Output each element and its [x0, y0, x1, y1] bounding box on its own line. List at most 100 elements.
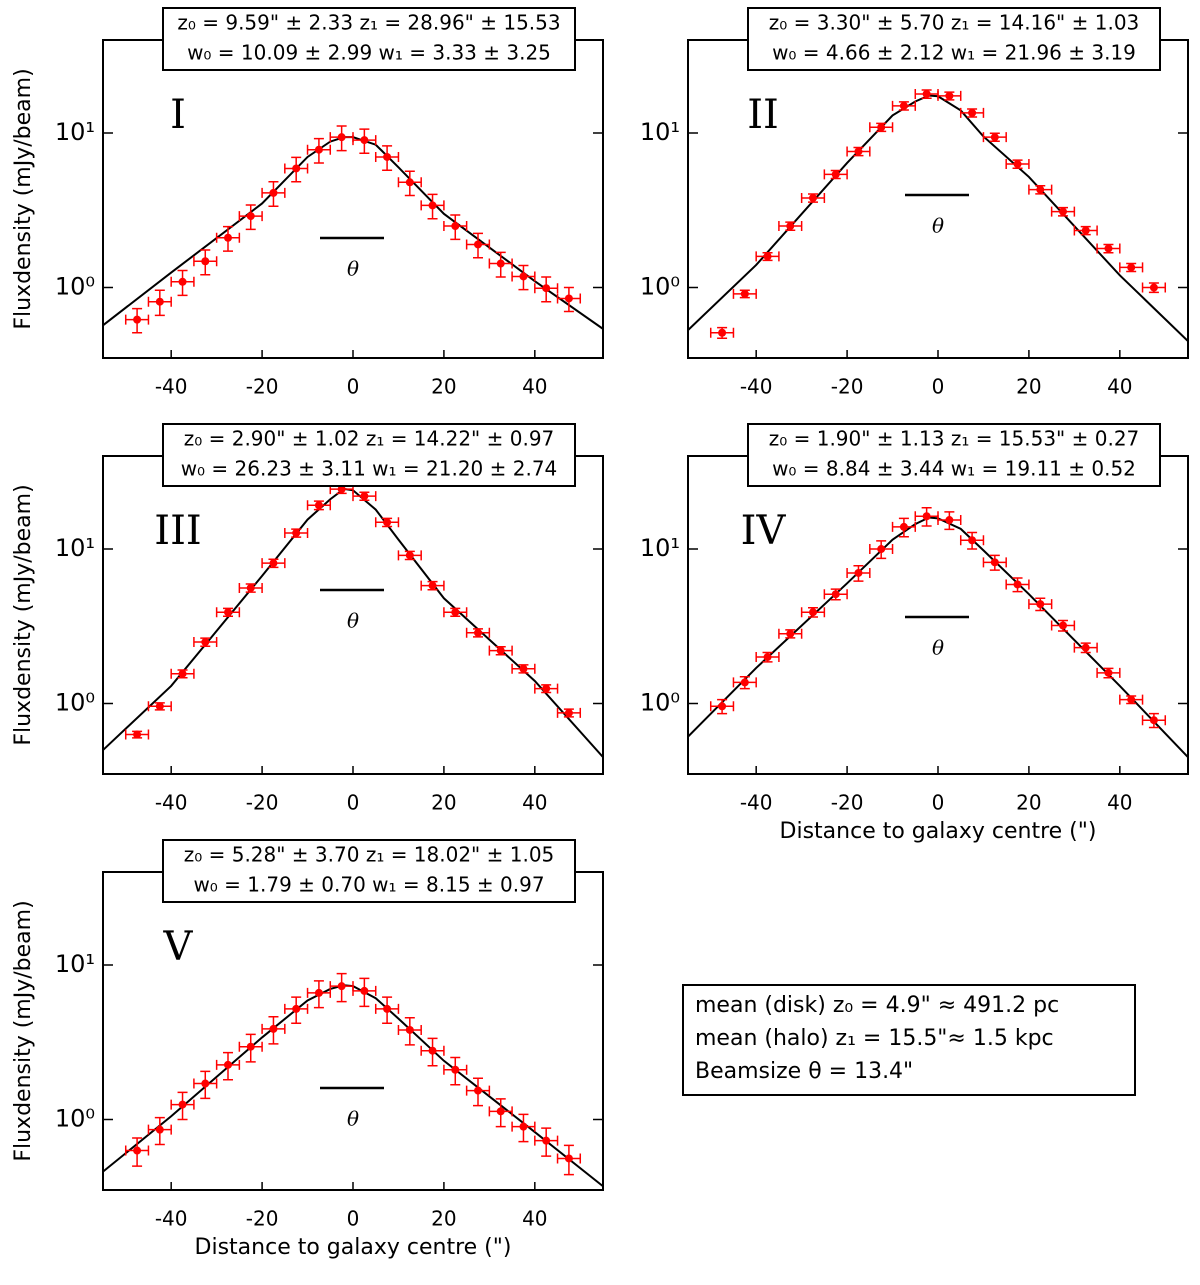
data-point [899, 522, 908, 531]
data-point [1081, 226, 1090, 235]
data-point [786, 629, 795, 638]
data-point [360, 986, 369, 995]
panel: -40 -20 0 20 40 10⁰ 10¹ θ IV z₀ = 1.90" ± 1.13 z₁… [640, 423, 1189, 844]
data-point [405, 551, 414, 560]
data-point [383, 152, 392, 161]
data-point [360, 492, 369, 501]
y-tick-label: 10¹ [55, 118, 95, 146]
data-point [1059, 621, 1067, 630]
y-tick-label: 10¹ [640, 118, 680, 146]
x-tick-label: 40 [522, 1207, 547, 1231]
summary-box [682, 984, 1136, 1096]
x-tick-label: -20 [246, 1207, 279, 1231]
panel-label: IV [741, 508, 787, 554]
data-point [133, 730, 142, 739]
data-point [1127, 695, 1136, 704]
data-point [224, 1060, 232, 1069]
beam-label: θ [932, 214, 944, 238]
data-point [133, 1146, 142, 1155]
data-point [383, 518, 392, 527]
data-point [786, 222, 795, 231]
x-tick-label: -40 [155, 375, 188, 399]
fit-line [103, 136, 603, 330]
data-point [133, 315, 142, 324]
data-point [337, 485, 346, 494]
data-point [314, 501, 323, 510]
data-point [1104, 244, 1113, 253]
panel-label: II [747, 92, 779, 138]
annotation-box [747, 7, 1161, 71]
data-point [428, 581, 437, 590]
x-tick-label: 20 [431, 791, 456, 815]
beam-label: θ [347, 257, 359, 281]
data-point [201, 257, 210, 266]
y-tick-label: 10¹ [55, 950, 95, 978]
y-axis-label: Fluxdensity (mJy/beam) [11, 900, 36, 1161]
x-tick-label: 0 [932, 791, 945, 815]
panel-label: V [163, 924, 194, 970]
data-point [155, 297, 164, 306]
data-point [451, 222, 460, 231]
annotation-line: z₀ = 2.90" ± 1.02 z₁ = 14.22" ± 0.97 [184, 427, 555, 451]
x-tick-label: -40 [155, 1207, 188, 1231]
x-tick-label: -20 [246, 375, 279, 399]
data-point [428, 1046, 437, 1055]
beam-label: θ [347, 1107, 359, 1131]
data-point [201, 638, 210, 647]
data-point [519, 1122, 528, 1131]
x-tick-label: 0 [932, 375, 945, 399]
axes-frame [687, 39, 1189, 359]
data-point [542, 684, 551, 693]
beam-label: θ [932, 636, 944, 660]
y-axis-label: Fluxdensity (mJy/beam) [11, 68, 36, 329]
y-tick-label: 10¹ [640, 534, 680, 562]
data-point [1149, 283, 1158, 292]
annotation-line: w₀ = 1.79 ± 0.70 w₁ = 8.15 ± 0.97 [193, 873, 544, 897]
x-tick-label: 20 [1016, 791, 1041, 815]
x-tick-label: 40 [1107, 791, 1132, 815]
axes-frame [102, 39, 604, 359]
summary-line: Beamsize θ = 13.4" [695, 1059, 913, 1084]
data-point [763, 252, 772, 261]
data-point [496, 259, 505, 268]
data-point [922, 512, 931, 521]
x-tick-label: -40 [155, 791, 188, 815]
data-point [155, 1125, 164, 1134]
x-tick-label: 0 [347, 791, 360, 815]
data-point [224, 608, 232, 617]
data-point [1149, 716, 1158, 725]
x-axis-label: Distance to galaxy centre (") [780, 819, 1097, 844]
y-tick-label: 10⁰ [640, 689, 680, 717]
data-point [246, 1042, 255, 1051]
data-point [155, 702, 164, 711]
x-axis-label: Distance to galaxy centre (") [195, 1235, 512, 1260]
data-point [854, 568, 863, 577]
data-point [718, 702, 727, 711]
data-point [269, 1024, 278, 1033]
beam-label: θ [347, 609, 359, 633]
data-point [360, 136, 369, 145]
x-tick-label: -20 [246, 791, 279, 815]
data-point [877, 545, 886, 554]
data-point [269, 188, 278, 197]
x-tick-label: -20 [831, 375, 864, 399]
fit-line [103, 984, 603, 1188]
x-tick-label: -40 [740, 375, 773, 399]
x-tick-label: 0 [347, 375, 360, 399]
data-point [945, 91, 954, 100]
y-tick-label: 10⁰ [640, 273, 680, 301]
annotation-line: w₀ = 26.23 ± 3.11 w₁ = 21.20 ± 2.74 [181, 457, 558, 481]
data-point [451, 1065, 460, 1074]
data-point [292, 164, 301, 173]
x-tick-label: 20 [431, 375, 456, 399]
data-point [178, 669, 187, 678]
annotation-box [162, 423, 576, 487]
data-point [474, 1086, 482, 1095]
data-point [246, 583, 255, 592]
x-tick-label: 40 [1107, 375, 1132, 399]
data-point [1059, 207, 1067, 216]
x-tick-label: 40 [522, 375, 547, 399]
data-point [922, 89, 931, 98]
data-point [178, 1100, 187, 1109]
